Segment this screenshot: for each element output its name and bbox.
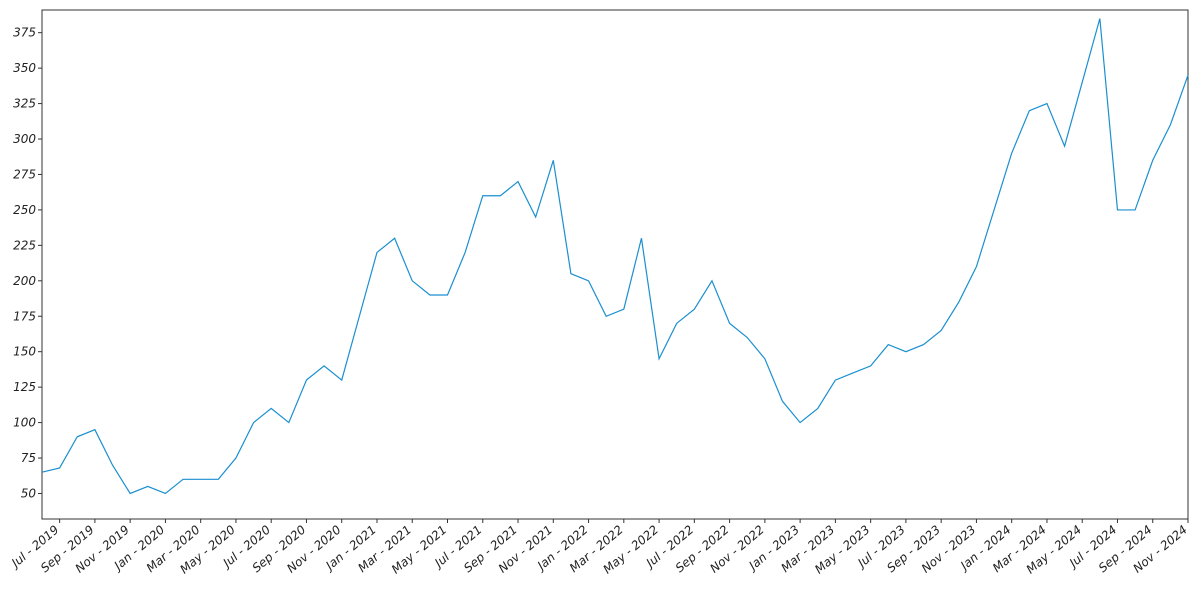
y-tick-label: 175 [13,309,36,323]
y-tick-label: 200 [13,274,36,288]
y-tick-label: 75 [21,451,36,465]
plot-frame [41,9,1189,520]
y-tick-label: 300 [13,132,36,146]
y-tick-label: 325 [13,97,36,111]
y-tick-label: 125 [13,380,36,394]
y-tick-label: 50 [21,486,37,500]
y-tick-label: 250 [13,203,36,217]
y-tick-label: 100 [13,416,36,430]
y-tick-label: 225 [13,238,36,252]
y-tick-label: 375 [13,26,36,40]
y-tick-label: 150 [13,345,36,359]
y-tick-label: 350 [13,61,36,75]
line [41,18,1189,495]
y-tick-label: 275 [13,167,36,181]
